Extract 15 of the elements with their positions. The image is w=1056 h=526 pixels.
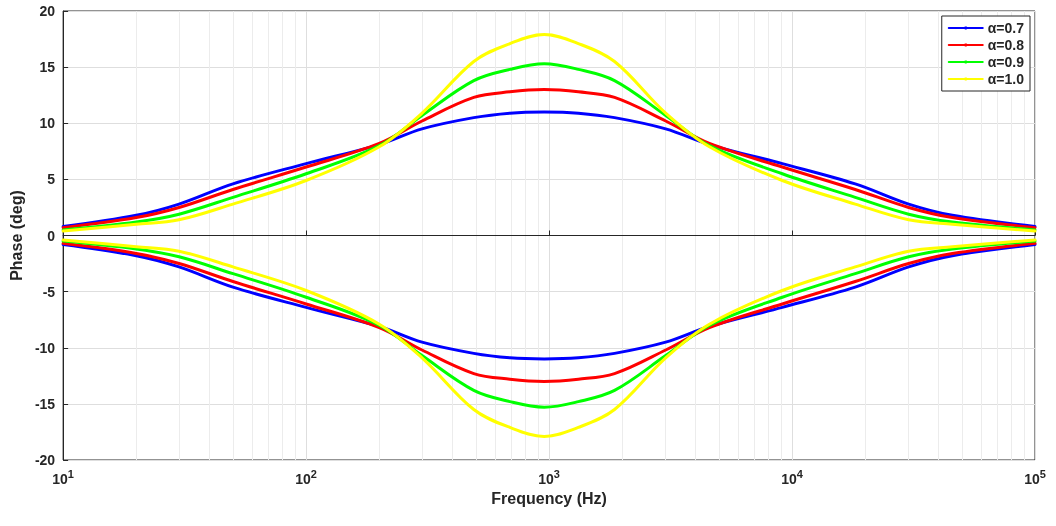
y-tick-label: 15: [39, 59, 56, 76]
legend-label: α=0.8: [987, 37, 1025, 53]
legend-label: α=0.7: [987, 20, 1025, 36]
y-tick-label: -15: [34, 395, 56, 412]
y-axis-title: Phase (deg): [7, 190, 25, 281]
y-tick-label: 0: [47, 227, 56, 244]
y-tick-label: 10: [39, 115, 56, 132]
legend-label: α=1.0: [987, 71, 1025, 87]
y-tick-label: 20: [39, 3, 56, 19]
y-tick-label: 5: [47, 171, 56, 188]
y-tick-label: -10: [34, 339, 56, 356]
y-tick-label: -5: [42, 283, 56, 300]
x-axis-title: Frequency (Hz): [491, 489, 607, 507]
legend-label: α=0.9: [987, 54, 1025, 70]
y-tick-label: -20: [34, 452, 56, 468]
